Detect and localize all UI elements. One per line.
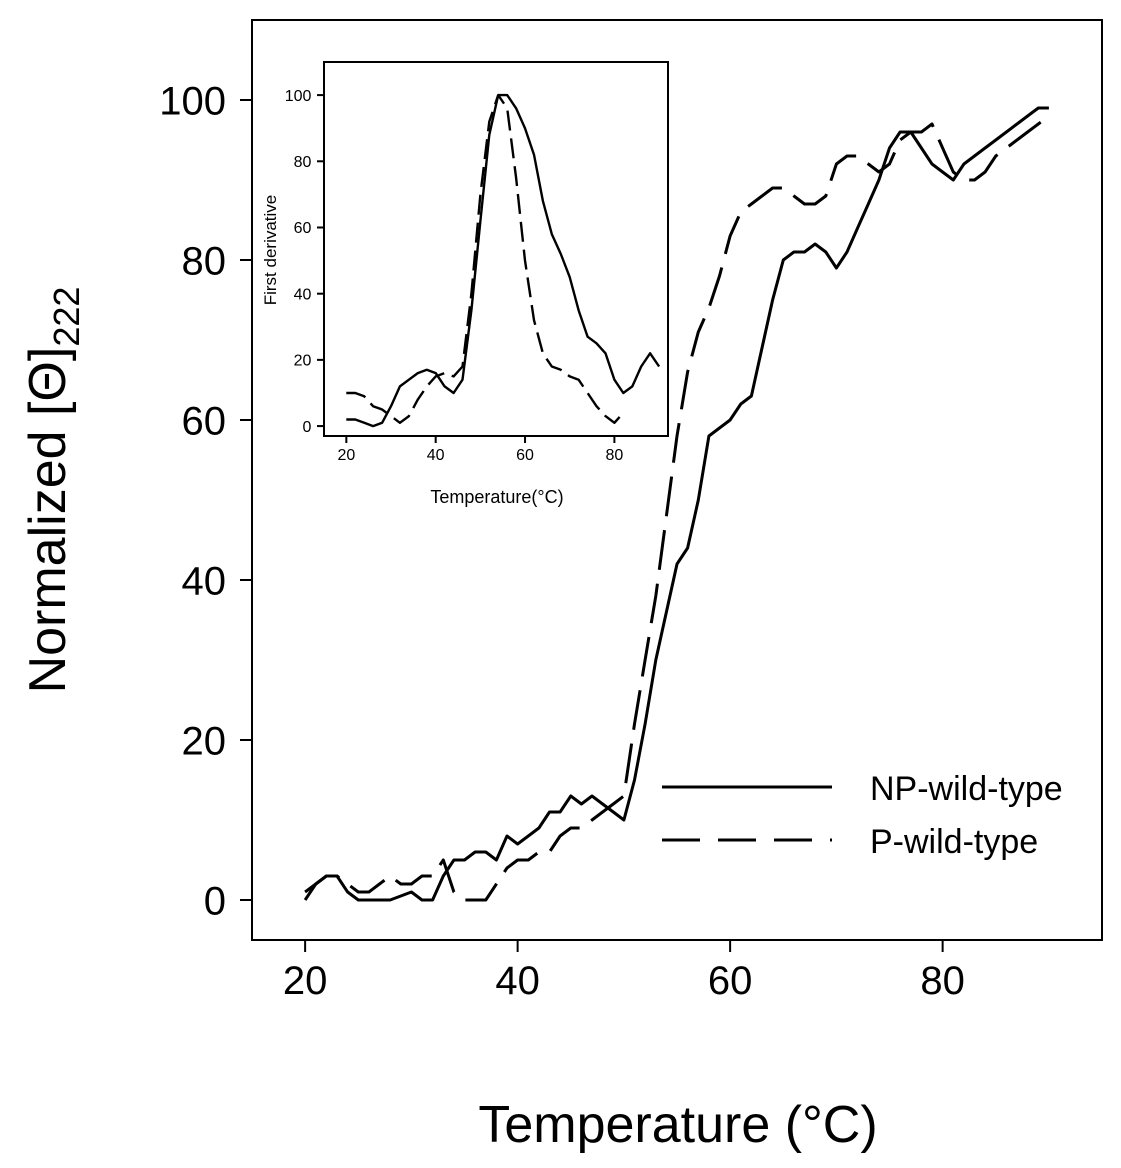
main-series-np-wild-type [303, 106, 1049, 902]
main-y-label-suffix: ] [19, 347, 77, 361]
main-y-tick-label: 60 [182, 399, 227, 443]
main-series-group [303, 106, 1050, 902]
inset-y-tick-label: 20 [294, 353, 312, 370]
inset-x-tick-label: 40 [427, 447, 445, 464]
main-x-tick-label: 60 [708, 959, 753, 1003]
main-x-tick-label: 80 [920, 959, 965, 1003]
main-y-label-prefix: Normalized [ [19, 401, 77, 693]
main-y-tick-label: 0 [204, 879, 226, 923]
inset-x-tick-label: 80 [605, 447, 623, 464]
inset-axes: 20 40 60 80 0 20 40 60 80 100 [285, 88, 624, 464]
main-y-tick-label: 20 [182, 719, 227, 763]
inset-y-tick-label: 60 [294, 220, 312, 237]
inset-x-tick-label: 20 [337, 447, 355, 464]
main-y-tick-label: 100 [159, 79, 226, 123]
inset-y-tick-label: 80 [294, 154, 312, 171]
main-y-tick-label: 80 [182, 239, 227, 283]
inset-y-tick-label: 100 [285, 88, 312, 105]
inset-x-axis-label: Temperature(°C) [430, 487, 563, 507]
inset-series-group [346, 93, 661, 428]
inset-series-np-wild-type [346, 93, 661, 428]
main-axes: 20 40 60 80 0 20 40 60 80 100 [159, 79, 965, 1003]
inset-plot-frame [323, 61, 669, 437]
main-y-axis-label: Normalized [Θ]222 [19, 287, 87, 694]
main-y-label-subscript: 222 [46, 287, 87, 347]
main-plot-frame [251, 19, 1103, 941]
inset-y-tick-label: 0 [302, 419, 311, 436]
legend-label-p-wild-type: P-wild-type [870, 823, 1038, 861]
inset-y-axis-label: First derivative [261, 195, 280, 306]
main-x-axis-label: Temperature (°C) [478, 1096, 877, 1154]
inset-series-p-wild-type [346, 93, 625, 424]
main-x-tick-label: 20 [283, 959, 328, 1003]
legend-label-np-wild-type: NP-wild-type [870, 770, 1063, 808]
inset-y-tick-label: 40 [294, 286, 312, 303]
legend: NP-wild-type P-wild-type [662, 770, 1063, 861]
main-series-p-wild-type [304, 114, 1050, 902]
inset-x-tick-label: 60 [516, 447, 534, 464]
main-y-tick-label: 40 [182, 559, 227, 603]
main-x-tick-label: 40 [495, 959, 540, 1003]
main-y-label-symbol: Θ [19, 361, 77, 401]
